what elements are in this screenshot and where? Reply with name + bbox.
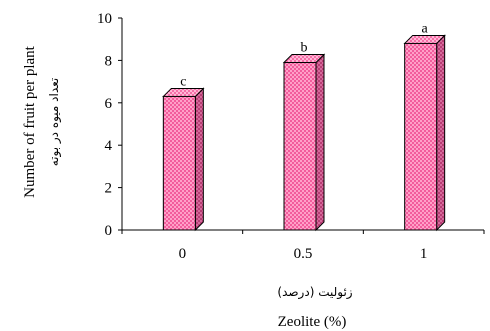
y-tick-label: 6 — [105, 96, 113, 112]
x-axis-title-farsi: زئولیت (درصد) — [277, 285, 352, 300]
x-axis-ticks: 0 0.5 1 — [121, 230, 485, 262]
y-axis-title-farsi: تعداد میوه در بوته — [47, 78, 62, 167]
y-tick-label: 2 — [105, 181, 113, 197]
bar-data-label: c — [180, 74, 186, 89]
y-axis-ticks: 0 2 4 6 8 10 — [97, 11, 122, 239]
bar — [162, 87, 205, 232]
y-tick-label: 10 — [97, 11, 112, 27]
x-tick-label: 0 — [179, 246, 187, 262]
bar — [403, 34, 446, 232]
y-axis-title: Number of fruit per plant — [22, 45, 38, 197]
x-tick-label: 0.5 — [294, 246, 313, 262]
bar-front — [283, 62, 317, 231]
data-labels-group: c b a — [180, 21, 428, 89]
bar-front — [162, 95, 196, 231]
bar — [282, 53, 326, 232]
y-tick-label: 8 — [105, 53, 113, 69]
y-tick-label: 0 — [105, 223, 113, 239]
x-tick-label: 1 — [420, 246, 428, 262]
bar-side — [194, 87, 204, 232]
bar-side — [315, 53, 325, 232]
y-tick-label: 4 — [105, 138, 113, 154]
bars-group — [162, 34, 446, 232]
bar-side — [436, 34, 446, 232]
bar-front — [404, 42, 438, 231]
x-axis-title: Zeolite (%) — [278, 314, 347, 330]
bar-data-label: b — [301, 41, 308, 56]
bar-data-label: a — [422, 21, 429, 36]
